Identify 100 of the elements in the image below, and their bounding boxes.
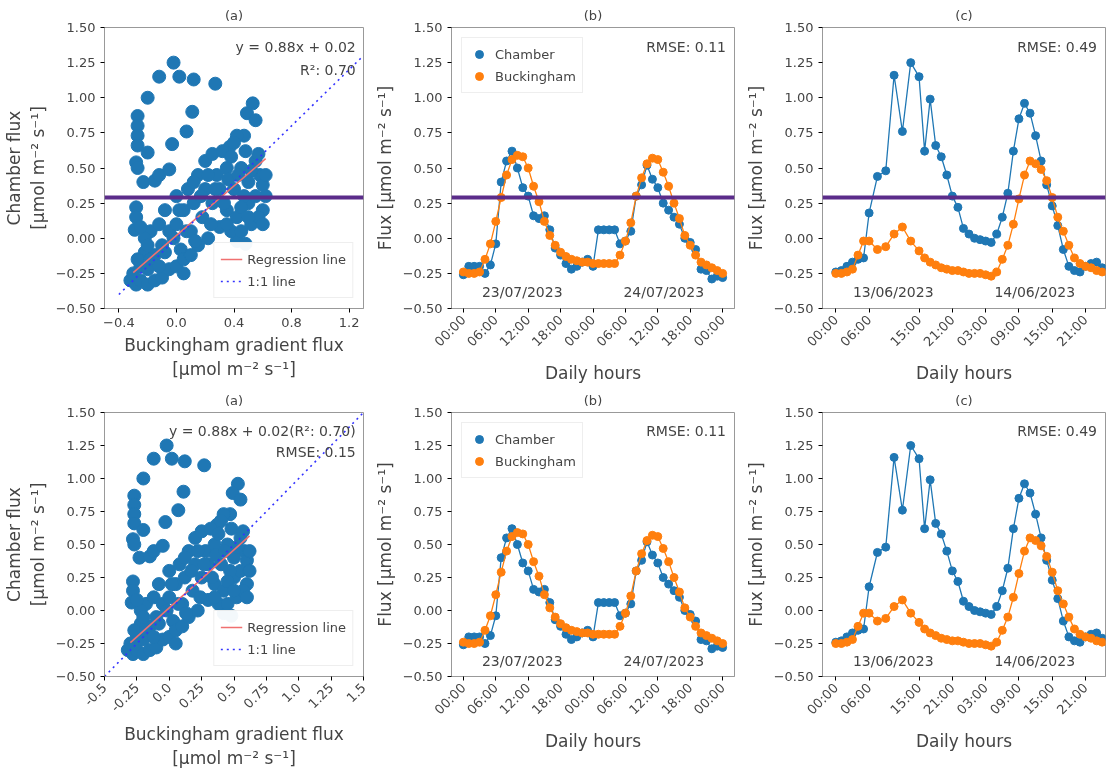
y-tick-label: 1.00 [413,471,443,486]
y-tick-label: 0.75 [784,125,814,141]
y-tick-label: −0.50 [55,301,96,316]
y-tick-label: 1.25 [784,438,814,453]
x-axis-title: Buckingham gradient flux [μmol m⁻² s⁻¹] [124,334,344,379]
y-tick-label: 0.75 [413,504,443,519]
y-axis-title: Flux [μmol m⁻² s⁻¹] [745,462,766,627]
y-tick-label: 0.25 [66,570,96,585]
y-axis-title: Flux [μmol m⁻² s⁻¹] [745,85,766,251]
y-tick-label: −0.50 [773,301,814,316]
chart-title: (a) [224,7,244,23]
y-tick-label: 1.25 [66,438,96,453]
y-tick-label: 1.25 [413,438,443,453]
x-tick-label: 1.2 [338,314,360,330]
y-tick-label: 1.00 [66,471,96,486]
y-tick-label: −0.25 [55,265,96,281]
y-axis-title: Chamber flux [μmol m⁻² s⁻¹] [3,482,48,607]
y-tick-label: 0.50 [784,537,814,552]
y-tick-label: 1.00 [784,471,814,486]
y-tick-label: 1.25 [66,55,96,71]
y-tick-label: 0.50 [413,537,443,552]
y-tick-label: 0.25 [413,195,443,211]
x-axis-title: Daily hours [544,730,642,751]
x-axis-title: Buckingham gradient flux [μmol m⁻² s⁻¹] [124,723,344,768]
chart-title: (c) [955,392,973,408]
legend-label: Chamber [495,46,555,62]
annotation: RMSE: 0.49 [1017,422,1098,439]
annotation: 23/07/2023 [481,652,563,669]
legend-label: Buckingham [495,68,576,84]
y-tick-label: −0.25 [402,265,443,281]
y-tick-label: 1.50 [413,20,443,35]
y-tick-label: −0.25 [402,636,443,651]
legend-label: 1:1 line [247,273,296,289]
y-tick-label: 0.75 [784,504,814,519]
legend-label: 1:1 line [247,641,296,657]
legend-label: Buckingham [495,453,576,469]
annotation: RMSE: 0.15 [275,444,356,461]
chart-title: (b) [583,7,603,23]
y-tick-label: 0.50 [413,160,443,176]
annotation: 13/06/2023 [852,652,934,669]
y-tick-label: 1.00 [66,90,96,106]
y-tick-label: 1.50 [784,405,814,420]
y-tick-label: 1.00 [413,90,443,106]
x-axis-title: Daily hours [915,362,1013,383]
y-tick-label: 0.00 [784,230,814,246]
annotation: y = 0.88x + 0.02 [235,39,356,56]
x-tick-label: 0.5 [214,680,240,706]
y-tick-label: 0.00 [784,603,814,618]
y-tick-label: 1.00 [784,90,814,106]
y-tick-label: 0.50 [66,537,96,552]
annotation: 14/06/2023 [994,652,1076,669]
y-tick-label: −0.25 [55,636,96,651]
y-tick-label: 1.50 [413,405,443,420]
y-tick-label: 1.50 [66,405,96,420]
y-tick-label: 0.00 [66,603,96,618]
y-tick-label: 0.75 [66,125,96,141]
annotation: RMSE: 0.49 [1017,39,1098,56]
x-tick-label: 1.5 [343,680,369,706]
y-tick-label: −0.50 [773,669,814,684]
x-axis-title: Daily hours [544,362,642,383]
y-tick-label: −0.50 [402,669,443,684]
y-tick-label: 1.50 [784,20,814,35]
y-tick-label: −0.50 [402,301,443,316]
annotation: 14/06/2023 [994,283,1076,300]
annotation: RMSE: 0.11 [646,422,727,439]
annotation: y = 0.88x + 0.02(R²: 0.70) [168,422,356,439]
x-tick-label: 0.4 [223,314,245,330]
y-tick-label: 0.00 [66,230,96,246]
y-tick-label: 0.00 [413,230,443,246]
y-tick-label: 0.25 [413,570,443,585]
y-tick-label: 1.50 [66,20,96,35]
x-tick-label: −0.4 [103,314,135,330]
x-axis-title: Daily hours [915,730,1013,751]
annotation: RMSE: 0.11 [646,39,727,56]
legend-label: Regression line [247,619,346,635]
y-tick-label: 0.00 [413,603,443,618]
annotation: R²: 0.70 [300,61,356,78]
x-tick-label: 0.0 [166,314,187,330]
y-tick-label: 1.25 [784,55,814,71]
x-tick-label: 1.0 [278,680,305,706]
annotation: 23/07/2023 [481,283,563,300]
chart-title: (c) [955,7,973,23]
y-tick-label: 0.75 [66,504,96,519]
y-axis-title: Flux [μmol m⁻² s⁻¹] [374,85,395,251]
chart-title: (a) [224,392,244,408]
y-tick-label: 0.50 [784,160,814,176]
annotation: 24/07/2023 [623,652,705,669]
y-tick-label: 1.25 [413,55,443,71]
legend-label: Regression line [247,251,346,267]
y-tick-label: 0.25 [66,195,96,211]
chart-title: (b) [583,392,603,408]
y-tick-label: −0.25 [773,265,814,281]
x-tick-label: 0.8 [281,314,302,330]
x-tick-label: 0.0 [149,680,175,706]
y-tick-label: 0.25 [784,570,814,585]
y-tick-label: −0.25 [773,636,814,651]
legend-label: Chamber [495,431,555,447]
y-tick-label: 0.50 [66,160,96,176]
y-tick-label: 0.75 [413,125,443,141]
annotation: 24/07/2023 [623,283,705,300]
